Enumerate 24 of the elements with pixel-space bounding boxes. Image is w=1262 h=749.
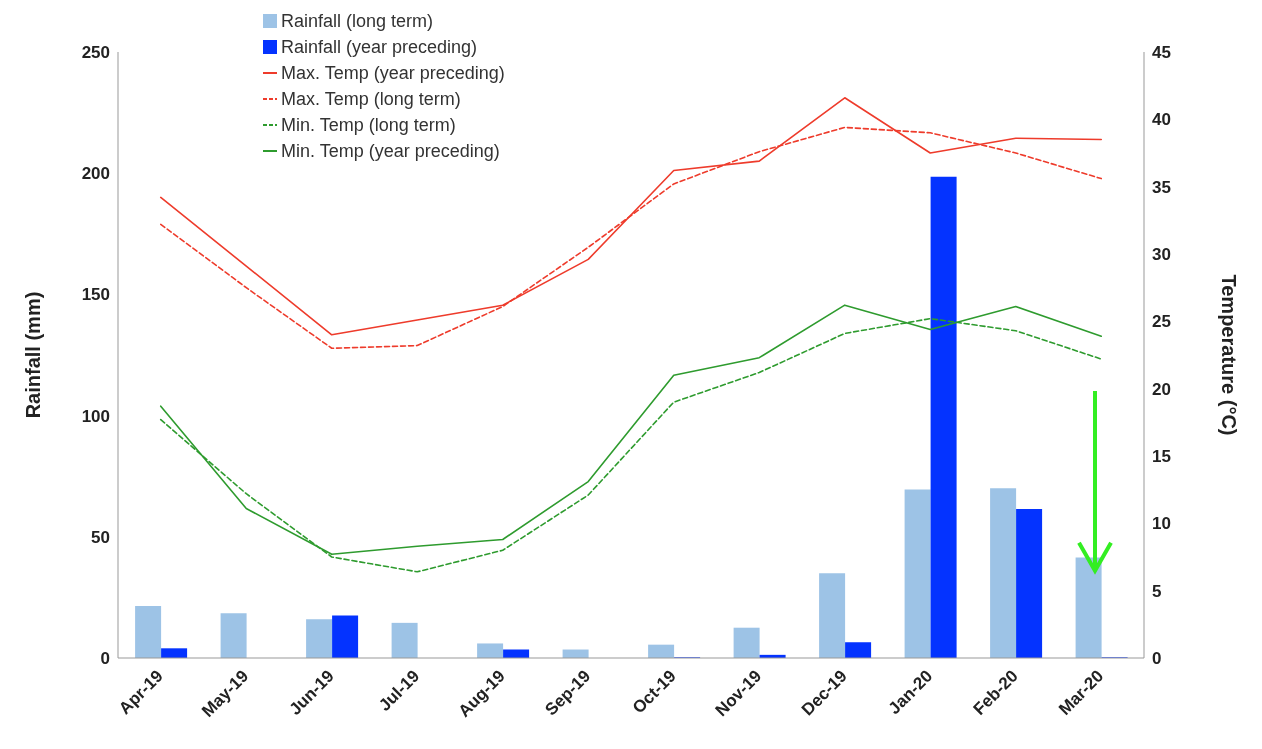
y2-tick-label: 30 [1152,245,1171,265]
y-axis-title: Rainfall (mm) [22,291,45,419]
legend-label: Max. Temp (year preceding) [281,62,505,85]
y2-tick-label: 40 [1152,110,1171,130]
y-tick-label: 200 [81,164,110,184]
y-tick-label: 100 [81,406,110,426]
y2-tick-label: 45 [1152,43,1171,63]
y-tick-label: 250 [81,43,110,63]
y2-tick-label: 10 [1152,514,1171,534]
y2-tick-label: 15 [1152,447,1171,467]
y2-tick-label: 20 [1152,379,1171,399]
legend-label: Min. Temp (long term) [281,114,456,137]
y-tick-label: 150 [81,285,110,305]
legend-label: Max. Temp (long term) [281,88,461,111]
y2-tick-label: 0 [1152,649,1162,669]
legend-label: Rainfall (long term) [281,10,434,33]
y2-tick-label: 5 [1152,581,1162,601]
y2-axis-title: Temperature (°C) [1217,274,1240,436]
y2-tick-label: 25 [1152,312,1171,332]
legend-label: Rainfall (year preceding) [281,36,478,59]
legend-label: Min. Temp (year preceding) [281,140,500,163]
y2-tick-label: 35 [1152,177,1171,197]
y-tick-label: 50 [91,527,110,547]
y-tick-label: 0 [100,649,110,669]
